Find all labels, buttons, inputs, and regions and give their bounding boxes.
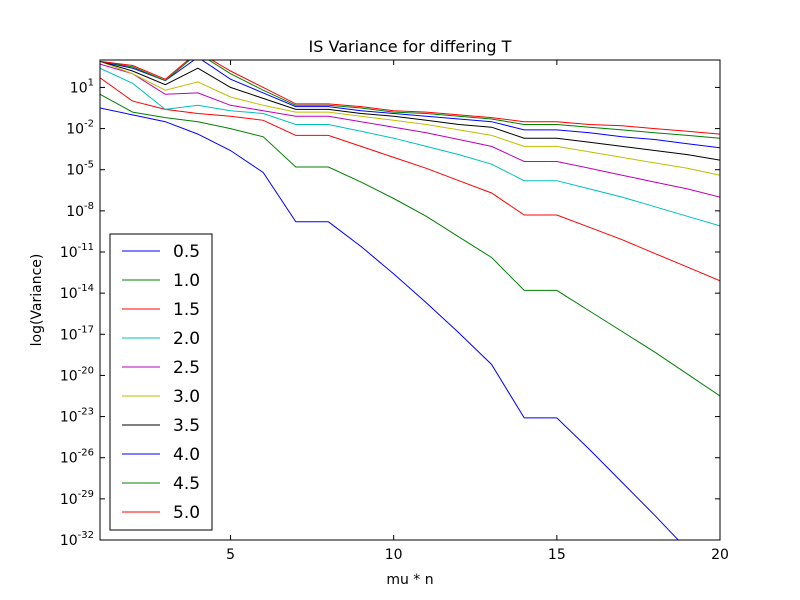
y-tick-exponent: 1 xyxy=(88,77,94,88)
y-tick-label: 10-29 xyxy=(60,489,94,508)
y-tick-base: 10 xyxy=(70,80,88,96)
y-tick-base: 10 xyxy=(66,122,84,138)
x-tick-label: 20 xyxy=(711,547,729,563)
y-tick-exponent: -23 xyxy=(78,407,94,418)
series-line-3.5 xyxy=(100,60,720,161)
y-tick-label: 10-2 xyxy=(66,119,94,138)
legend-label: 0.5 xyxy=(173,242,200,262)
x-tick-label: 5 xyxy=(226,547,235,563)
y-tick-base: 10 xyxy=(66,163,84,179)
x-tick-label: 15 xyxy=(548,547,566,563)
series-line-0.5 xyxy=(100,107,679,540)
y-tick-label: 10-5 xyxy=(66,160,94,179)
legend-label: 3.0 xyxy=(173,387,200,407)
x-tick-label: 10 xyxy=(385,547,403,563)
y-tick-exponent: -11 xyxy=(78,242,94,253)
y-tick-exponent: -8 xyxy=(84,201,94,212)
legend-label: 1.5 xyxy=(173,300,200,320)
y-tick-base: 10 xyxy=(60,245,78,261)
series-layer xyxy=(100,60,720,540)
y-tick-base: 10 xyxy=(60,368,78,384)
chart-title: IS Variance for differing T xyxy=(309,37,512,56)
y-tick-label: 101 xyxy=(70,77,94,96)
y-tick-base: 10 xyxy=(60,410,78,426)
series-line-2.0 xyxy=(100,67,720,227)
legend-label: 2.0 xyxy=(173,329,200,349)
legend-label: 1.0 xyxy=(173,271,200,291)
y-tick-exponent: -26 xyxy=(78,448,94,459)
y-tick-label: 10-20 xyxy=(60,365,94,384)
legend-label: 2.5 xyxy=(173,358,200,378)
y-tick-label: 10-11 xyxy=(60,242,94,261)
series-line-4.5 xyxy=(100,60,720,139)
y-tick-label: 10-26 xyxy=(60,448,94,467)
y-tick-exponent: -14 xyxy=(78,283,94,294)
x-axis-label: mu * n xyxy=(386,572,433,588)
y-tick-base: 10 xyxy=(66,204,84,220)
legend: 0.5 1.0 1.5 2.0 2.5 3.0 3.5 4.0 4.5 5.0 xyxy=(109,233,213,531)
y-tick-exponent: -20 xyxy=(78,365,94,376)
y-tick-base: 10 xyxy=(60,327,78,343)
y-tick-label: 10-14 xyxy=(60,283,94,302)
legend-label: 4.5 xyxy=(173,474,200,494)
series-line-5.0 xyxy=(100,60,720,135)
y-tick-base: 10 xyxy=(60,286,78,302)
y-tick-exponent: -32 xyxy=(78,530,94,541)
legend-label: 5.0 xyxy=(173,503,200,523)
axis-ticks: 5 10 15 2010110-210-510-810-1110-1410-1710-… xyxy=(60,60,729,563)
y-tick-base: 10 xyxy=(60,533,78,549)
y-tick-label: 10-32 xyxy=(60,530,94,549)
y-tick-label: 10-23 xyxy=(60,407,94,426)
y-tick-exponent: -2 xyxy=(84,119,94,130)
y-axis-label: log(Variance) xyxy=(29,254,45,347)
series-line-3.0 xyxy=(100,60,720,176)
legend-label: 4.0 xyxy=(173,445,200,465)
y-tick-base: 10 xyxy=(60,492,78,508)
legend-box xyxy=(109,233,213,531)
legend-label: 3.5 xyxy=(173,416,200,436)
y-tick-label: 10-17 xyxy=(60,324,94,343)
y-tick-exponent: -29 xyxy=(78,489,94,500)
plot-frame xyxy=(99,59,721,541)
y-tick-label: 10-8 xyxy=(66,201,94,220)
series-line-2.5 xyxy=(100,63,720,198)
series-line-4.0 xyxy=(100,60,720,149)
y-tick-exponent: -17 xyxy=(78,324,94,335)
series-line-1.0 xyxy=(100,93,720,397)
y-tick-exponent: -5 xyxy=(84,160,94,171)
series-line-1.5 xyxy=(100,77,720,282)
y-tick-base: 10 xyxy=(60,451,78,467)
